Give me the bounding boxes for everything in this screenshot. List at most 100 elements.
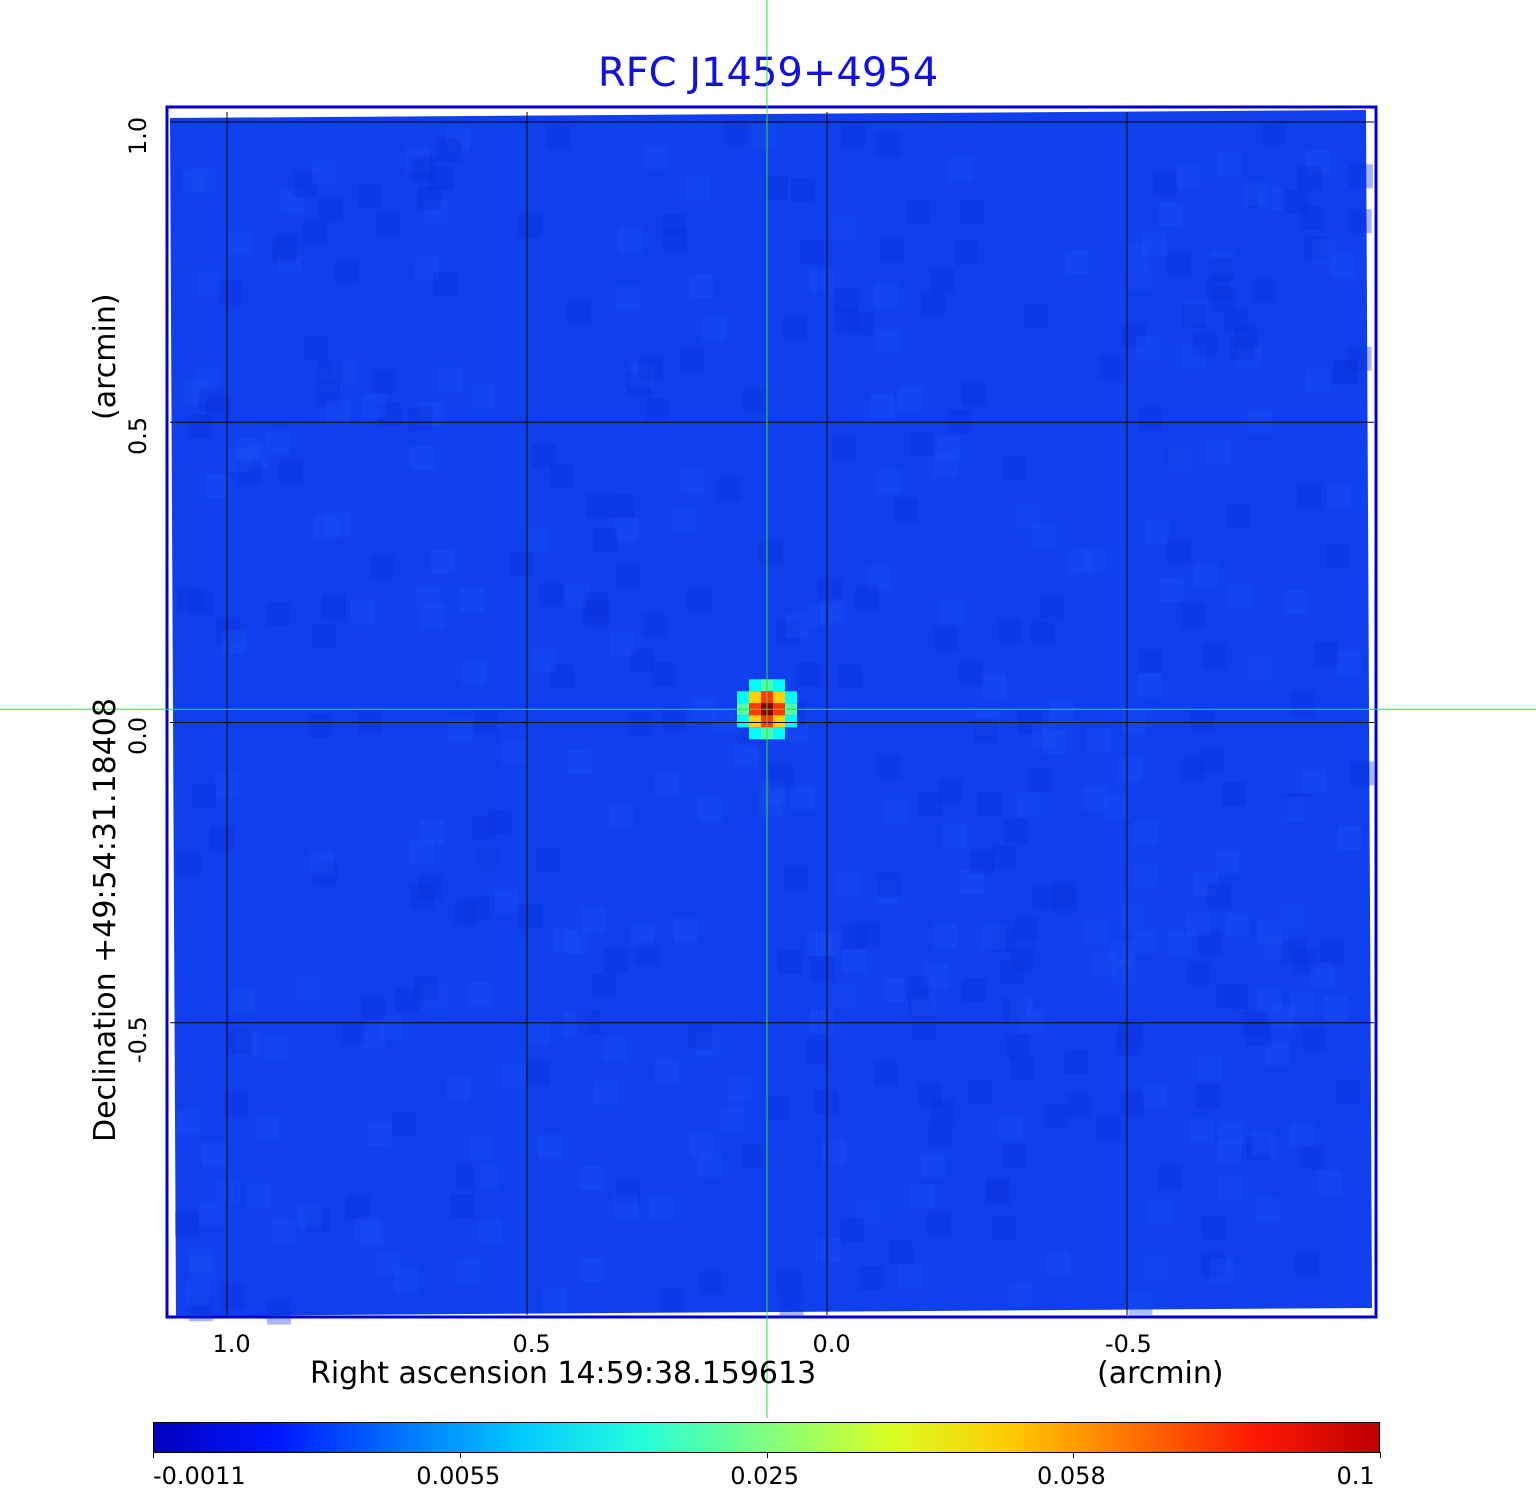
noise-patch	[405, 147, 430, 172]
noise-patch	[378, 1015, 403, 1040]
noise-patch	[1158, 201, 1183, 226]
noise-patch	[1012, 917, 1037, 942]
noise-patch	[961, 382, 986, 407]
noise-patch	[1257, 185, 1282, 210]
noise-patch	[931, 1098, 956, 1123]
noise-patch	[720, 1106, 745, 1131]
noise-patch	[177, 587, 202, 612]
noise-patch	[501, 740, 526, 765]
noise-patch	[835, 871, 860, 896]
noise-patch	[1053, 889, 1078, 914]
noise-patch	[191, 1257, 216, 1282]
noise-patch	[394, 987, 419, 1012]
noise-patch	[1350, 761, 1375, 786]
noise-patch	[244, 444, 269, 469]
noise-patch	[319, 369, 344, 394]
noise-patch	[183, 380, 208, 405]
noise-patch	[910, 1183, 935, 1208]
noise-patch	[1197, 930, 1222, 955]
source-pixel	[737, 691, 749, 704]
source-pixel	[773, 727, 785, 740]
noise-patch	[880, 238, 905, 263]
noise-patch	[196, 367, 221, 392]
noise-patch	[814, 1090, 839, 1115]
noise-patch	[1310, 963, 1335, 988]
noise-patch	[580, 1257, 605, 1282]
y-axis-unit: (arcmin)	[88, 293, 123, 420]
noise-patch	[1294, 1251, 1319, 1276]
noise-patch	[1067, 1093, 1092, 1118]
source-pixel	[749, 715, 761, 728]
noise-patch	[948, 157, 973, 182]
noise-patch	[274, 234, 299, 259]
noise-patch	[724, 121, 749, 146]
noise-patch	[1225, 913, 1250, 938]
noise-patch	[742, 388, 767, 413]
noise-patch	[293, 172, 318, 197]
noise-patch	[263, 1035, 288, 1060]
noise-patch	[423, 984, 448, 1009]
noise-patch	[494, 889, 519, 914]
noise-patch	[1120, 1092, 1145, 1117]
noise-patch	[1210, 257, 1235, 282]
noise-patch	[450, 1194, 475, 1219]
noise-patch	[1207, 883, 1232, 908]
noise-patch	[465, 896, 490, 921]
source-pixel	[785, 715, 797, 728]
noise-patch	[266, 1300, 291, 1325]
noise-patch	[959, 199, 984, 224]
noise-patch	[654, 772, 679, 797]
noise-patch	[761, 780, 786, 805]
noise-patch	[1299, 1144, 1324, 1169]
noise-patch	[314, 515, 339, 540]
noise-patch	[1221, 782, 1246, 807]
noise-patch	[1138, 406, 1163, 431]
noise-patch	[311, 160, 336, 185]
noise-patch	[1347, 346, 1372, 371]
noise-patch	[1015, 504, 1040, 529]
noise-patch	[304, 335, 329, 360]
noise-patch	[1142, 1083, 1167, 1108]
noise-patch	[416, 585, 441, 610]
noise-patch	[1347, 209, 1372, 234]
noise-patch	[1182, 303, 1207, 328]
noise-patch	[1337, 650, 1362, 675]
y-tick-label: 1.0	[124, 116, 152, 155]
noise-patch	[1008, 1282, 1033, 1307]
colorbar-tick-label: 0.058	[1037, 1462, 1106, 1490]
noise-patch	[926, 1212, 951, 1237]
noise-patch	[1127, 265, 1152, 290]
noise-patch	[1317, 1170, 1342, 1195]
noise-patch	[1016, 792, 1041, 817]
noise-patch	[1184, 300, 1209, 325]
colorbar-tick-label: 0.0055	[416, 1462, 501, 1490]
noise-patch	[635, 941, 660, 966]
noise-patch	[326, 512, 351, 537]
noise-patch	[188, 1297, 213, 1322]
noise-patch	[1247, 185, 1272, 210]
noise-patch	[942, 823, 967, 848]
noise-patch	[991, 1215, 1016, 1240]
noise-patch	[921, 290, 946, 315]
noise-patch	[1002, 1143, 1027, 1168]
noise-patch	[1137, 673, 1162, 698]
noise-patch	[316, 382, 341, 407]
noise-patch	[1115, 1031, 1140, 1056]
noise-patch	[235, 438, 260, 463]
noise-patch	[471, 384, 496, 409]
noise-patch	[1290, 992, 1315, 1017]
noise-patch	[1246, 1021, 1271, 1046]
noise-patch	[199, 387, 224, 412]
noise-patch	[898, 386, 923, 411]
noise-patch	[856, 1200, 881, 1225]
source-pixel	[785, 691, 797, 704]
noise-patch	[876, 754, 901, 779]
noise-patch	[1247, 409, 1272, 434]
noise-patch	[752, 123, 777, 148]
noise-patch	[1145, 520, 1170, 545]
noise-patch	[446, 126, 471, 151]
noise-patch	[967, 1078, 992, 1103]
noise-patch	[1120, 904, 1145, 929]
noise-patch	[894, 497, 919, 522]
colorbar-tick-label: -0.0011	[153, 1462, 246, 1490]
